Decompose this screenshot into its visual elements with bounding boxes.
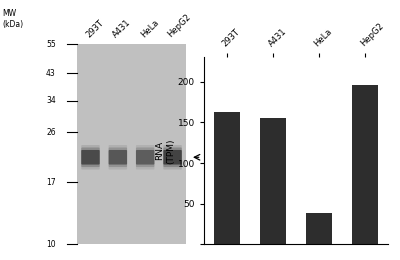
FancyBboxPatch shape xyxy=(136,147,154,167)
Bar xyxy=(214,112,240,244)
FancyBboxPatch shape xyxy=(163,147,182,167)
Text: 17: 17 xyxy=(46,178,56,187)
Text: 293T: 293T xyxy=(84,18,105,39)
Text: 34: 34 xyxy=(46,96,56,105)
FancyBboxPatch shape xyxy=(163,145,182,170)
Text: HepG2: HepG2 xyxy=(166,12,193,39)
Text: 26: 26 xyxy=(46,128,56,137)
FancyBboxPatch shape xyxy=(81,147,100,167)
Text: A431: A431 xyxy=(112,17,133,39)
Text: HeLa: HeLa xyxy=(139,17,160,39)
FancyBboxPatch shape xyxy=(108,150,127,165)
Text: 55: 55 xyxy=(46,40,56,49)
Bar xyxy=(352,85,378,244)
FancyBboxPatch shape xyxy=(163,150,182,165)
FancyBboxPatch shape xyxy=(136,145,154,170)
Text: 10: 10 xyxy=(46,240,56,249)
Y-axis label: RNA
(TPM): RNA (TPM) xyxy=(156,138,175,164)
Bar xyxy=(260,118,286,244)
FancyBboxPatch shape xyxy=(136,150,154,165)
Bar xyxy=(306,213,332,244)
Bar xyxy=(77,44,186,244)
FancyBboxPatch shape xyxy=(108,145,127,170)
FancyBboxPatch shape xyxy=(81,145,100,170)
Text: Bax: Bax xyxy=(204,153,220,162)
Text: 43: 43 xyxy=(46,69,56,77)
Text: MW
(kDa): MW (kDa) xyxy=(2,9,23,29)
FancyBboxPatch shape xyxy=(108,147,127,167)
FancyBboxPatch shape xyxy=(81,150,100,165)
